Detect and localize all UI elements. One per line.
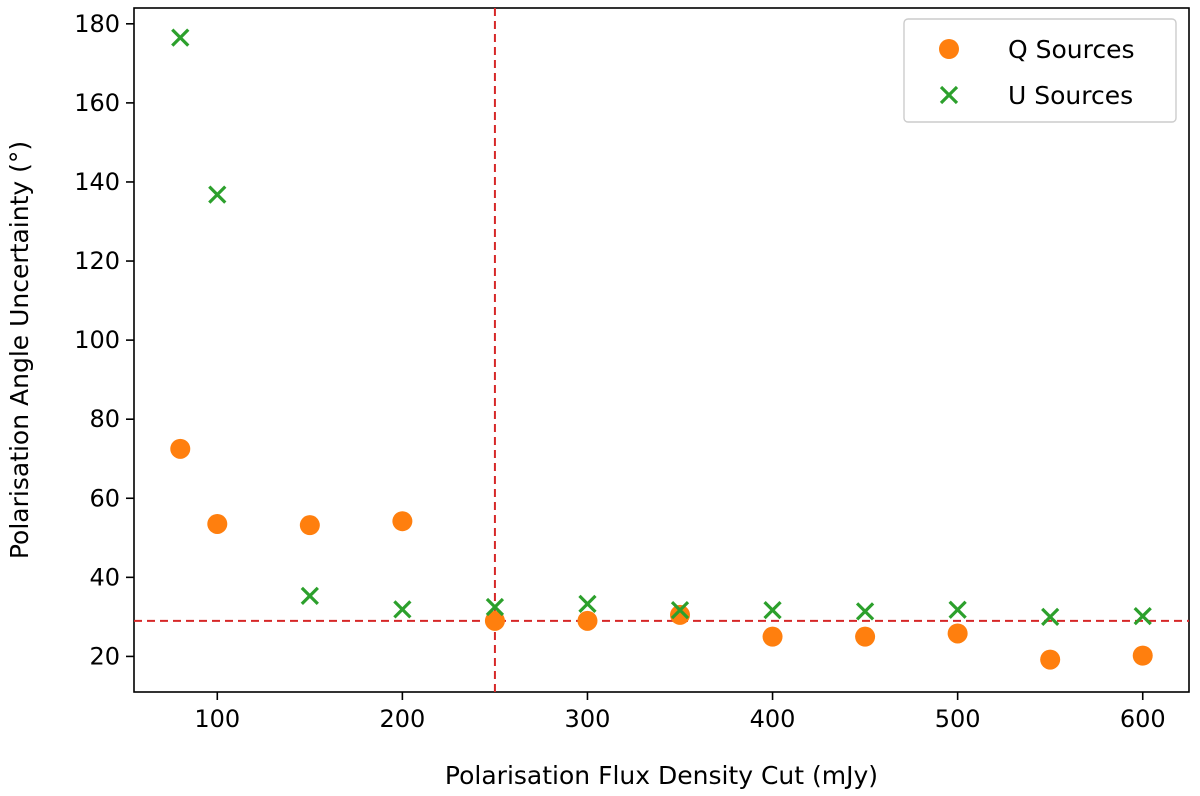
marker-stroke xyxy=(763,601,782,620)
q-sources-point xyxy=(392,511,413,532)
u-sources-point xyxy=(855,602,875,621)
y-tick-label: 180 xyxy=(74,10,120,38)
y-tick-label: 120 xyxy=(74,247,120,275)
u-sources-point xyxy=(763,601,782,620)
u-sources-point xyxy=(485,597,505,617)
marker-stroke xyxy=(1133,606,1152,626)
marker-stroke xyxy=(393,600,412,619)
legend: Q Sources U Sources xyxy=(903,18,1177,123)
q-sources-point xyxy=(484,610,505,631)
y-tick-label: 80 xyxy=(89,405,120,433)
q-sources-point xyxy=(762,626,783,647)
x-tick-label: 200 xyxy=(379,705,425,733)
legend-marker xyxy=(939,39,959,59)
u-sources-point xyxy=(208,185,227,204)
x-tick-label: 300 xyxy=(565,705,611,733)
y-tick-label: 100 xyxy=(74,326,120,354)
y-tick-label: 60 xyxy=(89,484,120,512)
legend-label: Q Sources xyxy=(1008,35,1135,64)
u-sources-point xyxy=(1041,607,1060,627)
q-sources-point xyxy=(855,626,876,647)
legend-box xyxy=(903,18,1177,123)
marker-stroke xyxy=(939,85,959,105)
u-sources-point xyxy=(171,28,190,47)
y-axis-ticks: 20 40 60 80 100 120 140 160 180 xyxy=(74,10,134,670)
q-sources-point xyxy=(577,610,598,631)
q-sources-point xyxy=(170,438,191,459)
u-sources-point xyxy=(300,586,319,606)
x-tick-label: 600 xyxy=(1120,705,1166,733)
y-tick-label: 140 xyxy=(74,168,120,196)
marker-stroke xyxy=(578,594,597,613)
u-sources-point xyxy=(393,600,412,619)
legend-label: U Sources xyxy=(1008,81,1133,110)
marker-stroke xyxy=(670,601,690,620)
q-sources-point xyxy=(1132,645,1153,666)
y-tick-label: 160 xyxy=(74,89,120,117)
marker-stroke xyxy=(485,597,505,617)
y-tick-label: 40 xyxy=(89,563,120,591)
x-tick-label: 500 xyxy=(935,705,981,733)
legend-marker xyxy=(939,85,959,105)
reference-lines xyxy=(134,8,1189,692)
y-axis-label: Polarisation Angle Uncertainty (°) xyxy=(5,141,34,559)
plot-area xyxy=(133,7,1190,693)
q-sources-point xyxy=(1040,649,1061,670)
marker-stroke xyxy=(1041,607,1060,627)
marker-stroke xyxy=(300,586,319,606)
q-sources-point xyxy=(207,513,228,534)
u-sources-point xyxy=(670,601,690,620)
marker-stroke xyxy=(208,185,227,204)
u-sources-point xyxy=(578,594,597,613)
u-sources-point xyxy=(1133,606,1152,626)
q-sources-point xyxy=(299,515,320,536)
q-sources-point xyxy=(947,623,968,644)
x-axis-label: Polarisation Flux Density Cut (mJy) xyxy=(445,761,878,790)
x-axis-ticks: 100 200 300 400 500 600 xyxy=(194,692,1166,733)
x-tick-label: 100 xyxy=(194,705,240,733)
marker-stroke xyxy=(171,28,190,47)
y-tick-label: 20 xyxy=(89,642,120,670)
plot-frame xyxy=(133,7,1190,693)
u-sources-point xyxy=(948,600,967,619)
marker-stroke xyxy=(855,602,875,621)
marker-stroke xyxy=(948,600,967,619)
q-sources-point xyxy=(670,604,691,625)
x-tick-label: 400 xyxy=(750,705,796,733)
data-marks xyxy=(170,28,1153,670)
